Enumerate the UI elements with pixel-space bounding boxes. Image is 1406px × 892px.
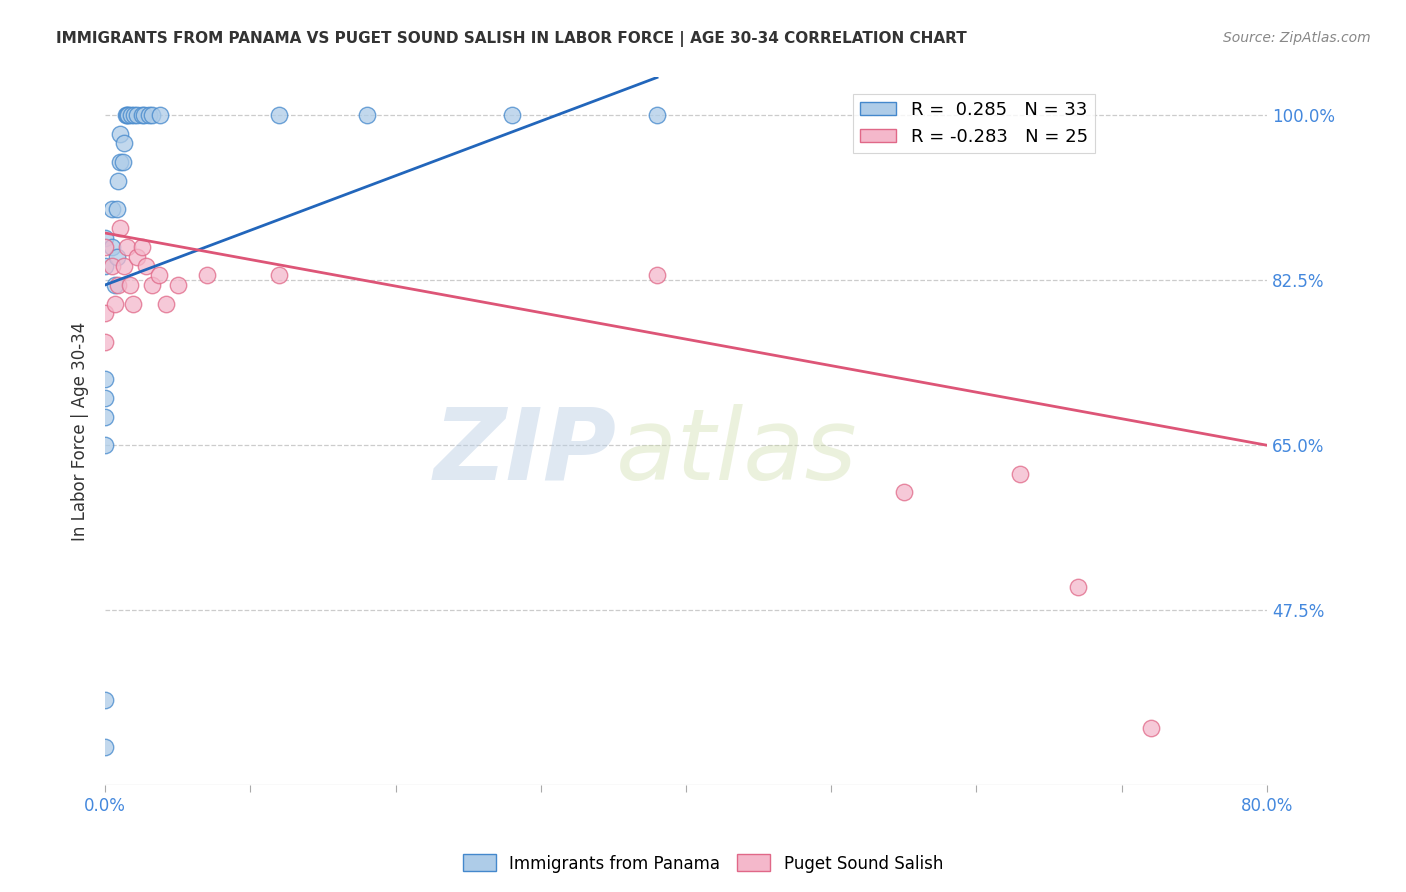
- Point: [94, 739, 117, 754]
- Point: [108, 155, 131, 169]
- Point: [356, 108, 378, 122]
- Y-axis label: In Labor Force | Age 30-34: In Labor Force | Age 30-34: [72, 321, 89, 541]
- Point: [115, 240, 138, 254]
- Point: [131, 240, 153, 254]
- Point: [94, 391, 117, 405]
- Point: [893, 485, 915, 500]
- Point: [101, 202, 124, 217]
- Point: [94, 438, 117, 452]
- Point: [135, 259, 157, 273]
- Point: [94, 306, 117, 320]
- Point: [149, 108, 172, 122]
- Point: [1067, 580, 1090, 594]
- Point: [94, 409, 117, 424]
- Point: [141, 108, 163, 122]
- Point: [94, 693, 117, 707]
- Point: [195, 268, 218, 283]
- Point: [94, 259, 117, 273]
- Point: [104, 277, 127, 292]
- Point: [108, 127, 131, 141]
- Point: [155, 297, 177, 311]
- Point: [118, 277, 141, 292]
- Point: [645, 108, 668, 122]
- Point: [1008, 467, 1031, 481]
- Point: [112, 136, 135, 151]
- Legend: Immigrants from Panama, Puget Sound Salish: Immigrants from Panama, Puget Sound Sali…: [456, 847, 950, 880]
- Point: [127, 108, 149, 122]
- Point: [645, 268, 668, 283]
- Point: [111, 155, 134, 169]
- Point: [115, 108, 138, 122]
- Point: [1139, 721, 1161, 735]
- Point: [94, 240, 117, 254]
- Point: [269, 268, 291, 283]
- Point: [107, 174, 129, 188]
- Point: [101, 259, 124, 273]
- Point: [166, 277, 188, 292]
- Point: [112, 259, 135, 273]
- Point: [117, 108, 139, 122]
- Point: [108, 221, 131, 235]
- Point: [105, 202, 128, 217]
- Text: IMMIGRANTS FROM PANAMA VS PUGET SOUND SALISH IN LABOR FORCE | AGE 30-34 CORRELAT: IMMIGRANTS FROM PANAMA VS PUGET SOUND SA…: [56, 31, 967, 47]
- Legend: R =  0.285   N = 33, R = -0.283   N = 25: R = 0.285 N = 33, R = -0.283 N = 25: [853, 94, 1095, 153]
- Point: [104, 297, 127, 311]
- Text: ZIP: ZIP: [433, 404, 616, 500]
- Point: [121, 297, 143, 311]
- Point: [141, 277, 163, 292]
- Point: [127, 250, 149, 264]
- Point: [120, 108, 142, 122]
- Point: [94, 334, 117, 349]
- Point: [122, 108, 145, 122]
- Point: [501, 108, 523, 122]
- Point: [148, 268, 170, 283]
- Point: [101, 240, 124, 254]
- Point: [134, 108, 156, 122]
- Point: [94, 372, 117, 386]
- Point: [131, 108, 153, 122]
- Point: [94, 231, 117, 245]
- Point: [138, 108, 160, 122]
- Point: [269, 108, 291, 122]
- Text: Source: ZipAtlas.com: Source: ZipAtlas.com: [1223, 31, 1371, 45]
- Point: [114, 108, 136, 122]
- Text: atlas: atlas: [616, 404, 858, 500]
- Point: [105, 250, 128, 264]
- Point: [107, 277, 129, 292]
